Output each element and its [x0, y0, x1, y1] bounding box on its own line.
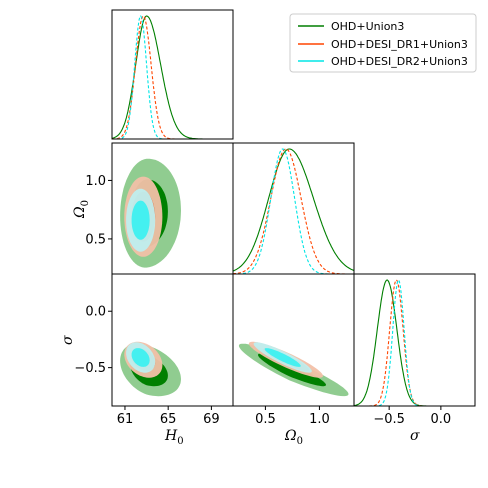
x-axis-label-h0: H0 [164, 428, 184, 447]
y-tick-label-Omega0-1: 1.0 [85, 174, 106, 189]
x-tick-label-sigma-0: −0.5 [373, 412, 405, 427]
posterior-H0-s1 [111, 15, 233, 140]
x-tick-label-H0-2: 69 [203, 412, 220, 427]
legend-label-ohd-desi-dr1-union3: OHD+DESI_DR1+Union3 [331, 38, 468, 51]
y-tick-label-sigma-1: 0.0 [85, 305, 106, 320]
posterior-Omega0-s1 [233, 148, 354, 275]
x-tick-label-H0-1: 65 [160, 412, 177, 427]
x-axis-label-sigma: σ [410, 428, 420, 444]
tick-layer: 61 65 69 0.5 1.0 −0.5 0.0 0.5 1.0 −0.5 0.0 [74, 174, 451, 427]
contour-inner-sigma-Omega0-s2 [264, 348, 301, 367]
legend-label-ohd-union3: OHD+Union3 [331, 20, 404, 33]
y-tick-label-Omega0-0: 0.5 [85, 232, 106, 247]
posterior-Omega0-s2 [233, 148, 354, 275]
x-tick-label-sigma-1: 0.0 [431, 412, 452, 427]
x-tick-label-Omega0-1: 1.0 [309, 412, 330, 427]
legend: OHD+Union3 OHD+DESI_DR1+Union3 OHD+DESI_… [289, 13, 477, 73]
posterior-Omega0-s0 [232, 148, 355, 272]
legend-label-ohd-desi-dr2-union3: OHD+DESI_DR2+Union3 [331, 55, 468, 68]
y-axis-label-omega0: Ω0 [72, 200, 91, 219]
legend-box [289, 13, 477, 73]
y-axis-label-sigma: σ [60, 335, 76, 345]
x-axis-label-omega0: Ω0 [284, 428, 303, 447]
panel-frame-sigma-sigma [353, 273, 476, 407]
posterior-sigma-s1 [354, 279, 475, 407]
panel-frame-layer [111, 9, 476, 407]
contour-layer [120, 158, 349, 397]
posterior-sigma-s0 [353, 279, 475, 407]
contour-inner-sigma-H0-s2 [131, 348, 150, 367]
panel-frame-H0-H0 [111, 9, 234, 140]
posterior-H0-s0 [111, 15, 233, 140]
y-tick-label-sigma-0: −0.5 [74, 361, 106, 376]
x-tick-label-H0-0: 61 [117, 412, 134, 427]
posterior-sigma-s2 [354, 279, 475, 407]
x-tick-label-Omega0-0: 0.5 [255, 412, 276, 427]
contour-inner-Omega0-H0-s2 [131, 200, 150, 240]
posterior-H0-s2 [112, 15, 233, 140]
